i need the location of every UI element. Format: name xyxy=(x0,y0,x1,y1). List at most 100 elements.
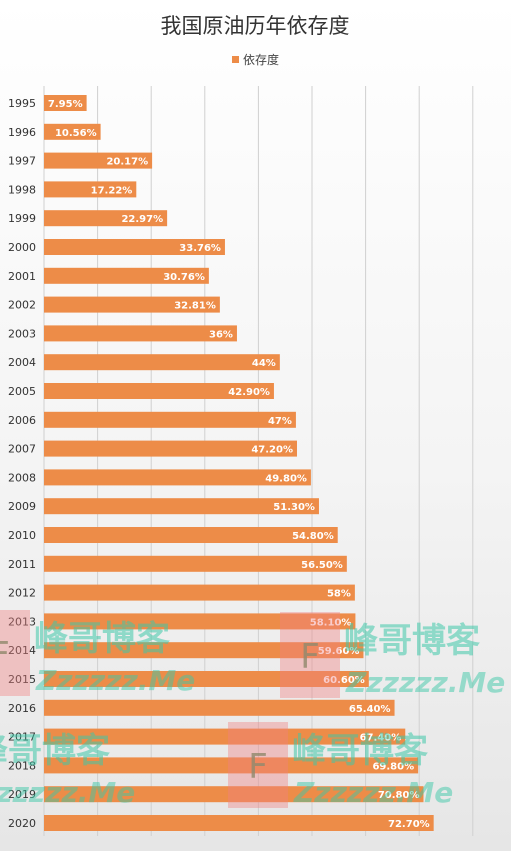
bar-2016 xyxy=(44,699,395,716)
y-tick-label: 2007 xyxy=(8,443,36,456)
data-label: 17.22% xyxy=(91,185,133,196)
bar-2013 xyxy=(44,613,356,630)
data-label: 42.90% xyxy=(228,387,270,398)
y-tick-label: 2018 xyxy=(8,759,36,772)
data-labels: 7.95% 10.56% 20.17% 17.22% 22.97% 33.76% 30.76… xyxy=(48,99,430,830)
chart-title: 我国原油历年依存度 xyxy=(161,14,350,38)
y-tick-label: 1998 xyxy=(8,183,36,196)
watermark-logo xyxy=(280,612,340,698)
bar-2020 xyxy=(44,815,434,831)
bar-2001 xyxy=(44,267,209,284)
bar-2004 xyxy=(44,354,280,371)
bar-2006 xyxy=(44,411,296,428)
data-label: 30.76% xyxy=(163,272,205,283)
y-tick-label: 2019 xyxy=(8,788,36,801)
legend-label: 依存度 xyxy=(243,52,279,67)
bar-2012 xyxy=(44,584,355,601)
bar-1998 xyxy=(44,181,137,198)
watermark-subtext: Zzzzzz.Me xyxy=(293,776,453,809)
y-tick-label: 2009 xyxy=(8,500,36,513)
bar-2010 xyxy=(44,527,338,543)
bar-2015 xyxy=(44,671,369,687)
data-label: 56.50% xyxy=(301,560,343,571)
bar-1997 xyxy=(44,152,153,169)
bar-1999 xyxy=(44,210,168,227)
legend-swatch xyxy=(232,56,239,63)
watermark-text: 峰哥博客 xyxy=(344,621,480,661)
data-label: 67.40% xyxy=(360,733,402,744)
bars xyxy=(44,95,434,831)
data-label: 72.70% xyxy=(388,819,430,830)
bar-2002 xyxy=(44,296,220,313)
legend: 依存度 xyxy=(232,52,279,67)
bar-1996 xyxy=(44,123,101,140)
watermark-subtext: Zzzzzz.Me xyxy=(35,664,195,697)
bar-2000 xyxy=(44,239,225,255)
bar-2017 xyxy=(44,728,406,745)
bar-2011 xyxy=(44,555,347,572)
bar-1995 xyxy=(44,95,87,111)
y-axis-labels: 1995 1996 1997 1998 1999 2000 2001 2002 2003 2004… xyxy=(8,97,36,830)
data-label: 20.17% xyxy=(106,157,148,168)
watermark-logo-letter: F xyxy=(0,635,10,675)
y-tick-label: 2017 xyxy=(8,731,36,744)
y-tick-label: 2008 xyxy=(8,471,36,484)
y-tick-label: 2005 xyxy=(8,385,36,398)
y-tick-label: 2014 xyxy=(8,644,36,657)
data-label: 22.97% xyxy=(121,214,163,225)
bar-2018 xyxy=(44,757,419,774)
y-tick-label: 2016 xyxy=(8,702,36,715)
watermark-text: 峰哥博客 xyxy=(0,731,110,771)
y-tick-label: 2015 xyxy=(8,673,36,686)
y-tick-label: 2004 xyxy=(8,356,36,369)
y-tick-label: 2006 xyxy=(8,414,36,427)
watermark-text: 峰哥博客 xyxy=(34,619,170,659)
data-label: 10.56% xyxy=(55,128,97,139)
watermark-logo-letter: F xyxy=(300,637,320,677)
y-tick-label: 2002 xyxy=(8,299,36,312)
data-label: 60.60% xyxy=(323,675,365,686)
data-label: 47% xyxy=(268,416,292,427)
bar-2019 xyxy=(44,786,424,803)
data-label: 32.81% xyxy=(174,301,216,312)
data-label: 33.76% xyxy=(179,243,221,254)
watermark-logo xyxy=(228,722,288,808)
watermark-subtext: Zzzzzz.Me xyxy=(345,666,505,699)
y-tick-label: 2011 xyxy=(8,558,36,571)
watermark-logo-letter: F xyxy=(248,747,268,787)
data-label: 54.80% xyxy=(292,531,334,542)
y-tick-label: 1999 xyxy=(8,212,36,225)
bar-2014 xyxy=(44,642,364,659)
y-tick-label: 2013 xyxy=(8,615,36,628)
data-label: 7.95% xyxy=(48,99,83,110)
watermark: F 峰哥博客 Zzzzzz.Me F 峰哥博客 Zzzzzz.Me F 峰哥博客 Zzzzzz.… xyxy=(0,610,505,809)
bar-2005 xyxy=(44,383,274,399)
data-label: 47.20% xyxy=(251,445,293,456)
watermark-text: 峰哥博客 xyxy=(292,731,428,771)
data-label: 49.80% xyxy=(265,473,307,484)
y-tick-label: 1997 xyxy=(8,155,36,168)
data-label: 65.40% xyxy=(349,704,391,715)
data-label: 59.60% xyxy=(318,646,360,657)
watermark-subtext: Zzzzzz.Me xyxy=(0,776,135,809)
y-tick-label: 2000 xyxy=(8,241,36,254)
y-tick-label: 2010 xyxy=(8,529,36,542)
data-label: 70.80% xyxy=(378,790,420,801)
y-tick-label: 2020 xyxy=(8,817,36,830)
y-tick-label: 2012 xyxy=(8,587,36,600)
watermark-logo xyxy=(0,610,30,696)
data-label: 58% xyxy=(327,589,351,600)
y-tick-label: 1996 xyxy=(8,126,36,139)
data-label: 44% xyxy=(252,358,276,369)
y-tick-label: 2001 xyxy=(8,270,36,283)
data-label: 69.80% xyxy=(372,761,414,772)
data-label: 58.10% xyxy=(310,617,352,628)
bar-2008 xyxy=(44,469,311,486)
y-tick-label: 1995 xyxy=(8,97,36,110)
data-label: 51.30% xyxy=(273,502,315,513)
bar-2003 xyxy=(44,325,237,342)
bar-2007 xyxy=(44,440,297,457)
data-label: 36% xyxy=(209,329,233,340)
y-tick-label: 2003 xyxy=(8,327,36,340)
